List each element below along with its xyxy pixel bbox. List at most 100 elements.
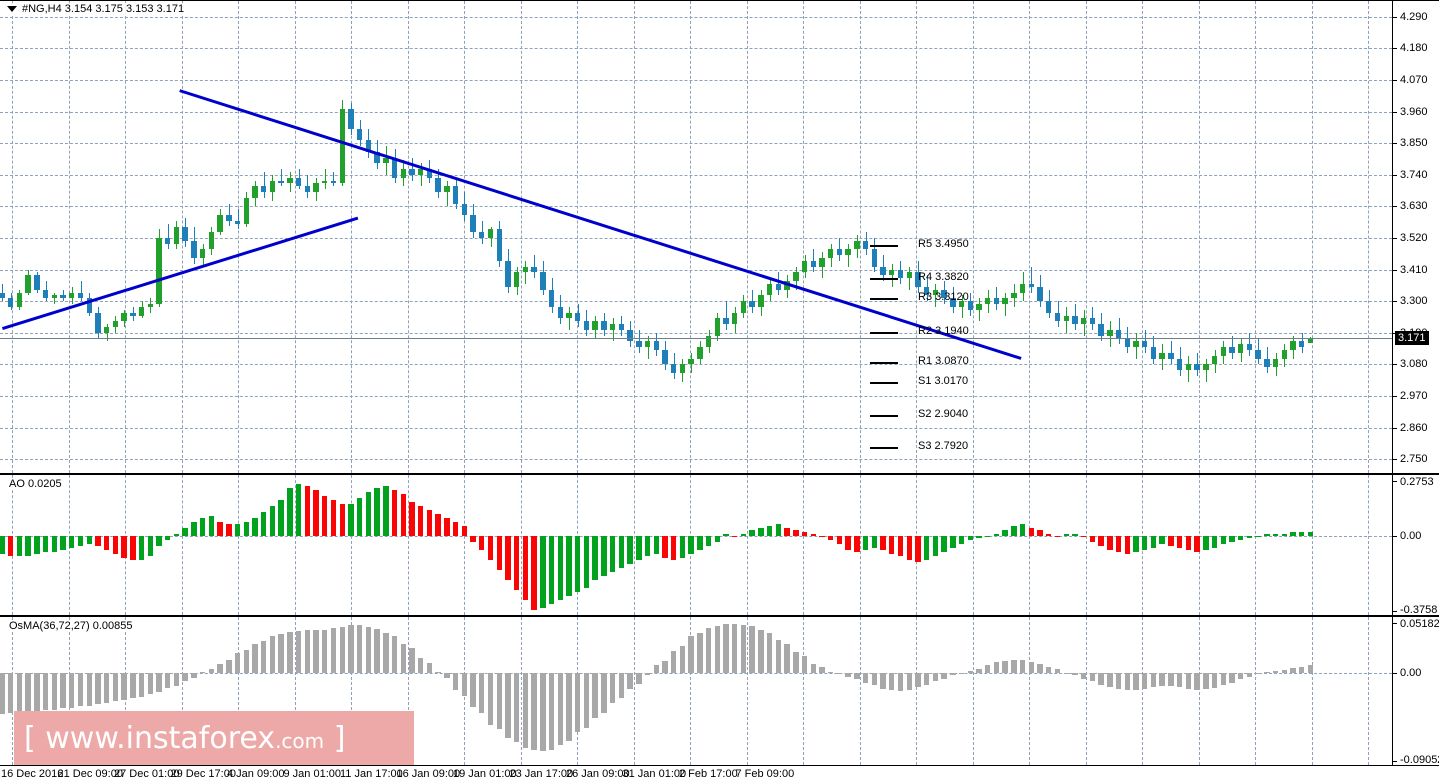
histogram-bar — [714, 535, 720, 542]
histogram-bar — [732, 623, 738, 674]
candle-body — [121, 312, 127, 322]
histogram-bar — [1229, 673, 1235, 683]
price-axis[interactable]: 4.290 4.180 4.070 3.960 3.850 3.740 3.630 3.520… — [1393, 1, 1439, 473]
histogram-bar — [278, 499, 284, 536]
histogram-bar — [1255, 535, 1261, 537]
y-axis-tick — [1393, 238, 1397, 239]
histogram-bar — [810, 533, 816, 536]
histogram-bar — [662, 535, 668, 558]
histogram-bar — [627, 535, 633, 564]
vertical-gridline — [125, 1, 126, 473]
candle-body — [1176, 358, 1183, 371]
histogram-bar — [1046, 533, 1052, 536]
vertical-gridline — [633, 617, 635, 765]
time-axis-label: 31 Jan 01:00 — [622, 768, 687, 780]
ao-plot-area[interactable] — [0, 475, 1393, 615]
pivot-level-marker — [870, 447, 898, 450]
histogram-bar — [941, 673, 947, 680]
histogram-bar — [688, 636, 694, 674]
histogram-bar — [444, 673, 450, 679]
horizontal-gridline — [0, 427, 1392, 429]
candle-body — [1019, 283, 1026, 293]
chevron-down-icon[interactable] — [7, 6, 17, 12]
candle-body — [60, 295, 66, 299]
histogram-bar — [461, 525, 468, 536]
pivot-level-marker — [870, 297, 898, 300]
y-axis-label: 2.860 — [1400, 421, 1428, 434]
histogram-bar — [950, 673, 956, 676]
histogram-bar — [906, 673, 912, 690]
histogram-bar — [583, 535, 590, 589]
histogram-bar — [1107, 673, 1113, 687]
histogram-bar — [69, 673, 75, 709]
histogram-bar — [1054, 669, 1061, 674]
histogram-bar — [112, 535, 119, 554]
vertical-gridline — [859, 475, 861, 615]
vertical-gridline — [1029, 617, 1030, 765]
histogram-bar — [69, 535, 75, 548]
histogram-bar — [1098, 673, 1104, 685]
y-axis-label: 4.070 — [1400, 74, 1428, 86]
trendline-ascending-support[interactable] — [1, 216, 359, 331]
histogram-bar — [505, 535, 511, 581]
y-axis-tick — [1393, 459, 1397, 461]
candle-body — [191, 240, 197, 259]
histogram-bar — [1072, 533, 1078, 536]
vertical-gridline — [916, 1, 917, 473]
histogram-bar — [60, 673, 66, 709]
histogram-bar — [810, 663, 816, 674]
candle-body — [1107, 329, 1113, 336]
histogram-bar — [356, 497, 363, 536]
price-plot-area[interactable]: R5 3.4950 R4 3.3820 R3 3.3120 R2 3.1940 R1 3… — [0, 1, 1393, 473]
candle-body — [531, 266, 537, 273]
histogram-bar — [993, 533, 1000, 536]
histogram-bar — [522, 673, 529, 748]
vertical-gridline — [464, 475, 465, 615]
candle-body — [1011, 292, 1017, 299]
histogram-bar — [260, 511, 267, 536]
candle-body — [1133, 341, 1139, 348]
histogram-bar — [435, 513, 441, 536]
candle-body — [173, 226, 180, 244]
histogram-bar — [522, 535, 529, 601]
pivot-level-label: R4 3.3820 — [918, 270, 969, 283]
histogram-bar — [1142, 673, 1148, 689]
trendline-descending-resistance[interactable] — [179, 89, 1022, 360]
candle-body — [138, 306, 145, 316]
histogram-bar — [1080, 535, 1087, 537]
histogram-bar — [828, 535, 834, 540]
vertical-gridline — [633, 1, 635, 473]
y-axis-tick — [1393, 396, 1397, 397]
y-axis-label: -0.09052 — [1400, 754, 1439, 766]
horizontal-gridline — [0, 396, 1392, 397]
candle-body — [758, 295, 764, 307]
y-axis-label: 3.080 — [1400, 358, 1428, 371]
candle-wick — [1206, 358, 1207, 382]
histogram-bar — [1307, 531, 1314, 536]
time-axis-label: 2 Feb 17:00 — [679, 768, 738, 780]
vertical-gridline — [520, 1, 522, 473]
candle-body — [679, 364, 686, 373]
histogram-bar — [426, 662, 433, 674]
candle-body — [714, 318, 720, 336]
candle-body — [1264, 358, 1270, 368]
time-axis[interactable]: 16 Dec 2016 21 Dec 09:00 27 Dec 01:00 29 De… — [0, 766, 1439, 783]
vertical-gridline — [181, 617, 183, 765]
vertical-gridline — [1085, 475, 1087, 615]
histogram-bar — [1281, 670, 1288, 674]
histogram-bar — [749, 625, 755, 674]
histogram-bar — [165, 673, 171, 688]
vertical-gridline — [972, 475, 974, 615]
histogram-bar — [1290, 531, 1296, 536]
histogram-bar — [1019, 523, 1026, 536]
histogram-bar — [967, 671, 973, 674]
osma-plot-area[interactable] — [0, 617, 1393, 765]
histogram-bar — [1072, 673, 1078, 676]
price-pane: R5 3.4950 R4 3.3820 R3 3.3120 R2 3.1940 R1 3… — [0, 0, 1439, 474]
histogram-bar — [173, 533, 180, 536]
histogram-bar — [191, 521, 197, 536]
candle-body — [1307, 338, 1314, 344]
y-axis-tick — [1393, 535, 1397, 537]
histogram-bar — [1238, 673, 1244, 680]
histogram-bar — [505, 673, 511, 739]
